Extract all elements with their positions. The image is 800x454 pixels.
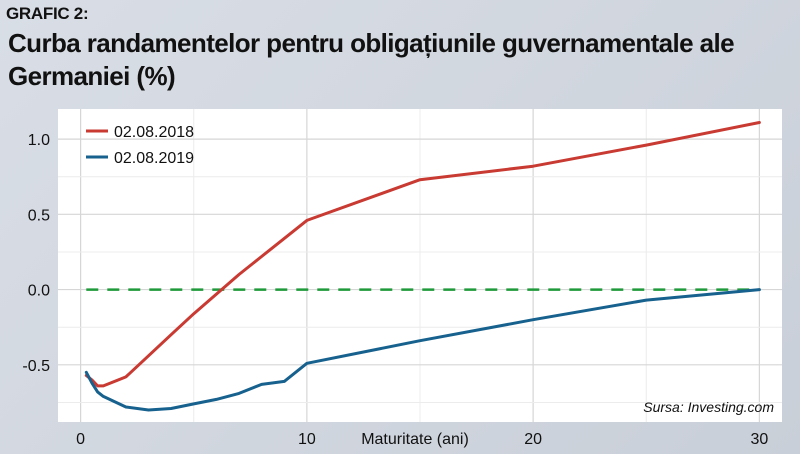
source-note: Sursa: Investing.com <box>643 399 774 415</box>
x-tick-label: 30 <box>750 431 768 448</box>
grid <box>58 109 782 422</box>
chart-title: Curba randamentelor pentru obligațiunile… <box>8 28 735 91</box>
x-tick-label: 0 <box>76 431 85 448</box>
x-tick-label: 20 <box>524 431 542 448</box>
y-tick-label: -0.5 <box>22 358 50 375</box>
series-lines <box>84 121 761 412</box>
legend-label-2: 02.08.2019 <box>114 150 194 167</box>
series-line-2 <box>84 288 761 412</box>
x-tick-labels: 0 10 20 30 <box>76 431 768 448</box>
series-line-1 <box>84 121 761 388</box>
x-tick-label: 10 <box>298 431 316 448</box>
x-axis-label: Maturitate (ani) <box>361 431 469 448</box>
legend: 02.08.2018 02.08.2019 <box>86 124 194 167</box>
figure-label: GRAFIC 2: <box>6 4 89 23</box>
y-tick-label: 0.0 <box>28 283 50 300</box>
y-tick-label: 1.0 <box>28 132 50 149</box>
legend-label-1: 02.08.2018 <box>114 124 194 141</box>
y-tick-label: 0.5 <box>28 207 50 224</box>
y-tick-labels: 1.0 0.5 0.0 -0.5 <box>22 132 50 375</box>
